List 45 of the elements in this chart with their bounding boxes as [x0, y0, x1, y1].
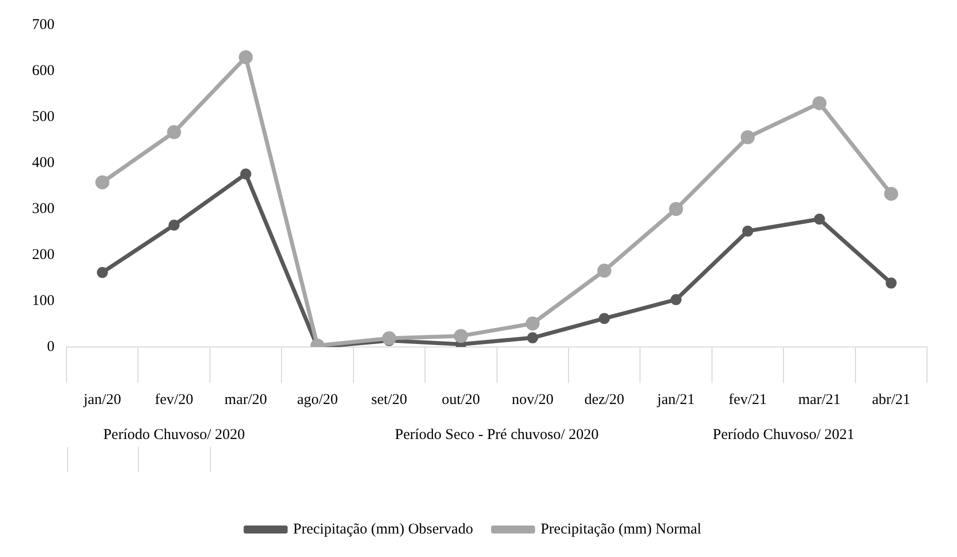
point [95, 175, 110, 190]
point [382, 331, 396, 346]
x-tick-label: dez/20 [584, 392, 624, 408]
point [238, 50, 253, 64]
x-tick-label: fev/21 [728, 392, 767, 408]
point [168, 220, 180, 231]
y-tick-label: 300 [32, 200, 54, 217]
y-tick-label: 600 [32, 62, 54, 79]
point [527, 332, 538, 344]
point [812, 96, 826, 110]
x-tick-label: set/20 [371, 392, 408, 408]
legend-label: Precipitação (mm) Observado [293, 521, 474, 538]
y-tick-label: 400 [32, 154, 54, 171]
x-tick-label: nov/20 [512, 392, 554, 408]
x-tick-label: mar/20 [224, 392, 268, 408]
point [742, 226, 754, 237]
x-tick-label: abr/21 [872, 392, 910, 408]
legend-label: Precipitação (mm) Normal [540, 521, 702, 538]
point [526, 316, 540, 331]
x-tick-label: out/20 [442, 392, 480, 408]
point [740, 130, 755, 144]
text: Período Chuvoso/ 2020 [103, 426, 245, 443]
point [814, 214, 825, 225]
x-tick-label: mar/21 [798, 392, 841, 408]
y-tick-label: 200 [32, 246, 54, 263]
point [669, 202, 684, 216]
point [96, 266, 108, 278]
point [167, 125, 182, 140]
x-tick-label: ago/20 [297, 392, 338, 408]
x-tick-label: jan/21 [656, 392, 695, 408]
point [598, 312, 610, 324]
point [670, 294, 682, 306]
point [884, 186, 898, 201]
y-tick-label: 500 [32, 108, 54, 125]
x-tick-label: jan/20 [82, 392, 122, 408]
y-tick-label: 700 [32, 16, 54, 33]
point [597, 264, 612, 278]
y-tick-label: 100 [32, 292, 54, 309]
point [240, 168, 252, 180]
text: Período Seco - Pré chuvoso/ 2020 [394, 426, 599, 443]
point [454, 328, 468, 343]
point [886, 278, 897, 289]
text: Período Chuvoso/ 2021 [712, 426, 854, 443]
x-tick-label: fev/20 [154, 392, 194, 408]
y-tick-label: 0 [47, 338, 54, 355]
